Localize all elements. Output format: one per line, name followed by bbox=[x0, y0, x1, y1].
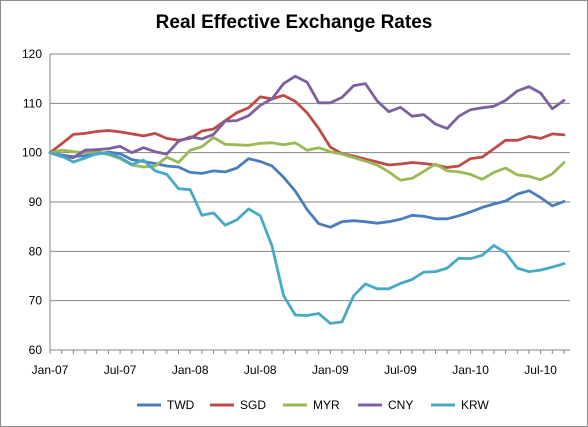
chart-title: Real Effective Exchange Rates bbox=[155, 12, 433, 33]
series-line-sgd bbox=[48, 94, 566, 169]
x-tick-label-jul-09: Jul-09 bbox=[384, 363, 417, 377]
series-lines bbox=[48, 74, 566, 325]
x-tick-label-jan-08: Jan-08 bbox=[172, 363, 209, 377]
series-line-twd bbox=[48, 150, 566, 229]
y-tick-label-90: 90 bbox=[29, 195, 43, 209]
y-tick-labels: 60 70 80 90 100 110 120 bbox=[22, 47, 42, 357]
legend-label-krw: KRW bbox=[461, 398, 489, 412]
x-tick-label-jul-07: Jul-07 bbox=[104, 363, 137, 377]
legend-label-myr: MYR bbox=[313, 398, 340, 412]
x-tick-label-jul-08: Jul-08 bbox=[244, 363, 277, 377]
y-tick-label-70: 70 bbox=[29, 294, 43, 308]
y-tick-label-100: 100 bbox=[22, 146, 42, 160]
y-tick-label-120: 120 bbox=[22, 47, 42, 61]
series-line-krw bbox=[48, 151, 566, 325]
axes bbox=[49, 54, 570, 354]
x-tick-label-jul-10: Jul-10 bbox=[524, 363, 557, 377]
x-tick-label-jan-10: Jan-10 bbox=[452, 363, 489, 377]
x-tick-label-jan-09: Jan-09 bbox=[312, 363, 349, 377]
y-tick-label-60: 60 bbox=[29, 343, 43, 357]
x-tick-labels: Jan-07 Jul-07 Jan-08 Jul-08 Jan-09 Jul-09 Jan-… bbox=[32, 363, 558, 377]
legend: TWD SGD MYR CNY KRW bbox=[137, 398, 489, 412]
y-tick-label-80: 80 bbox=[29, 244, 43, 258]
gridlines bbox=[50, 53, 570, 302]
series-line-myr bbox=[48, 135, 566, 182]
series-line-cny bbox=[48, 74, 566, 160]
legend-label-cny: CNY bbox=[388, 398, 413, 412]
legend-label-twd: TWD bbox=[167, 398, 195, 412]
y-tick-label-110: 110 bbox=[23, 96, 42, 110]
x-tick-label-jan-07: Jan-07 bbox=[32, 363, 69, 377]
legend-label-sgd: SGD bbox=[240, 398, 266, 412]
